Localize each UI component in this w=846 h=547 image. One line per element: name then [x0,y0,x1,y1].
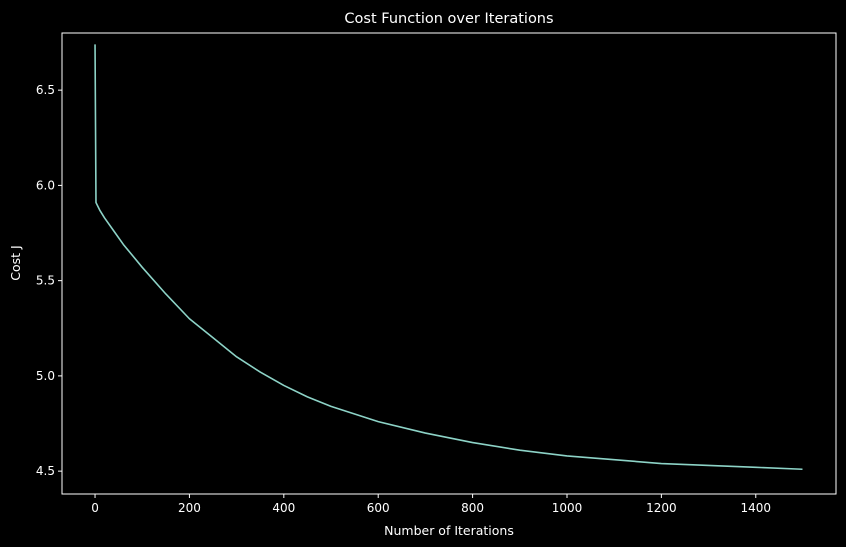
x-tick-label: 1200 [646,501,677,515]
x-axis: 0 200 400 600 800 1000 1200 1400 [91,494,771,515]
y-tick-label: 4.5 [36,464,55,478]
x-tick-label: 600 [367,501,390,515]
y-tick-label: 5.5 [36,274,55,288]
y-tick-label: 5.0 [36,369,55,383]
x-tick-label: 1400 [740,501,771,515]
y-axis: 4.5 5.0 5.5 6.0 6.5 [36,83,62,478]
x-tick-label: 1000 [552,501,583,515]
x-tick-label: 800 [461,501,484,515]
x-tick-label: 0 [91,501,99,515]
y-tick-label: 6.5 [36,83,55,97]
x-axis-label: Number of Iterations [384,523,514,538]
y-axis-label: Cost J [8,245,23,280]
x-tick-label: 200 [178,501,201,515]
x-tick-label: 400 [272,501,295,515]
plot-area [94,44,803,471]
y-tick-label: 6.0 [36,178,55,192]
cost-series-line [94,44,803,471]
axes-frame [61,32,837,495]
chart-title: Cost Function over Iterations [344,11,553,27]
